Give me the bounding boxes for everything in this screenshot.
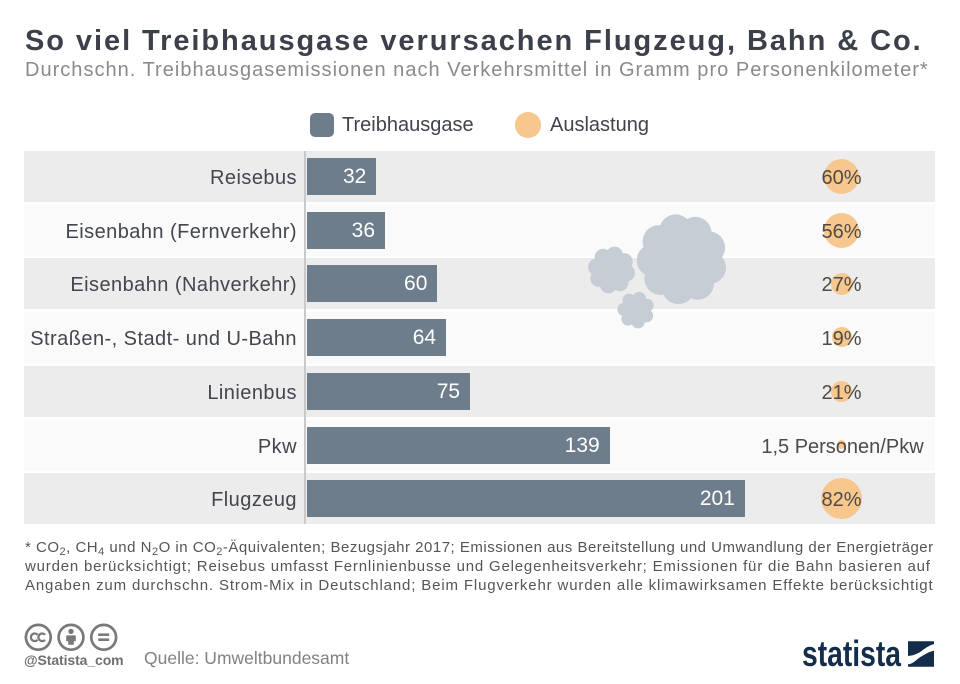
svg-text:statista: statista (802, 634, 902, 670)
